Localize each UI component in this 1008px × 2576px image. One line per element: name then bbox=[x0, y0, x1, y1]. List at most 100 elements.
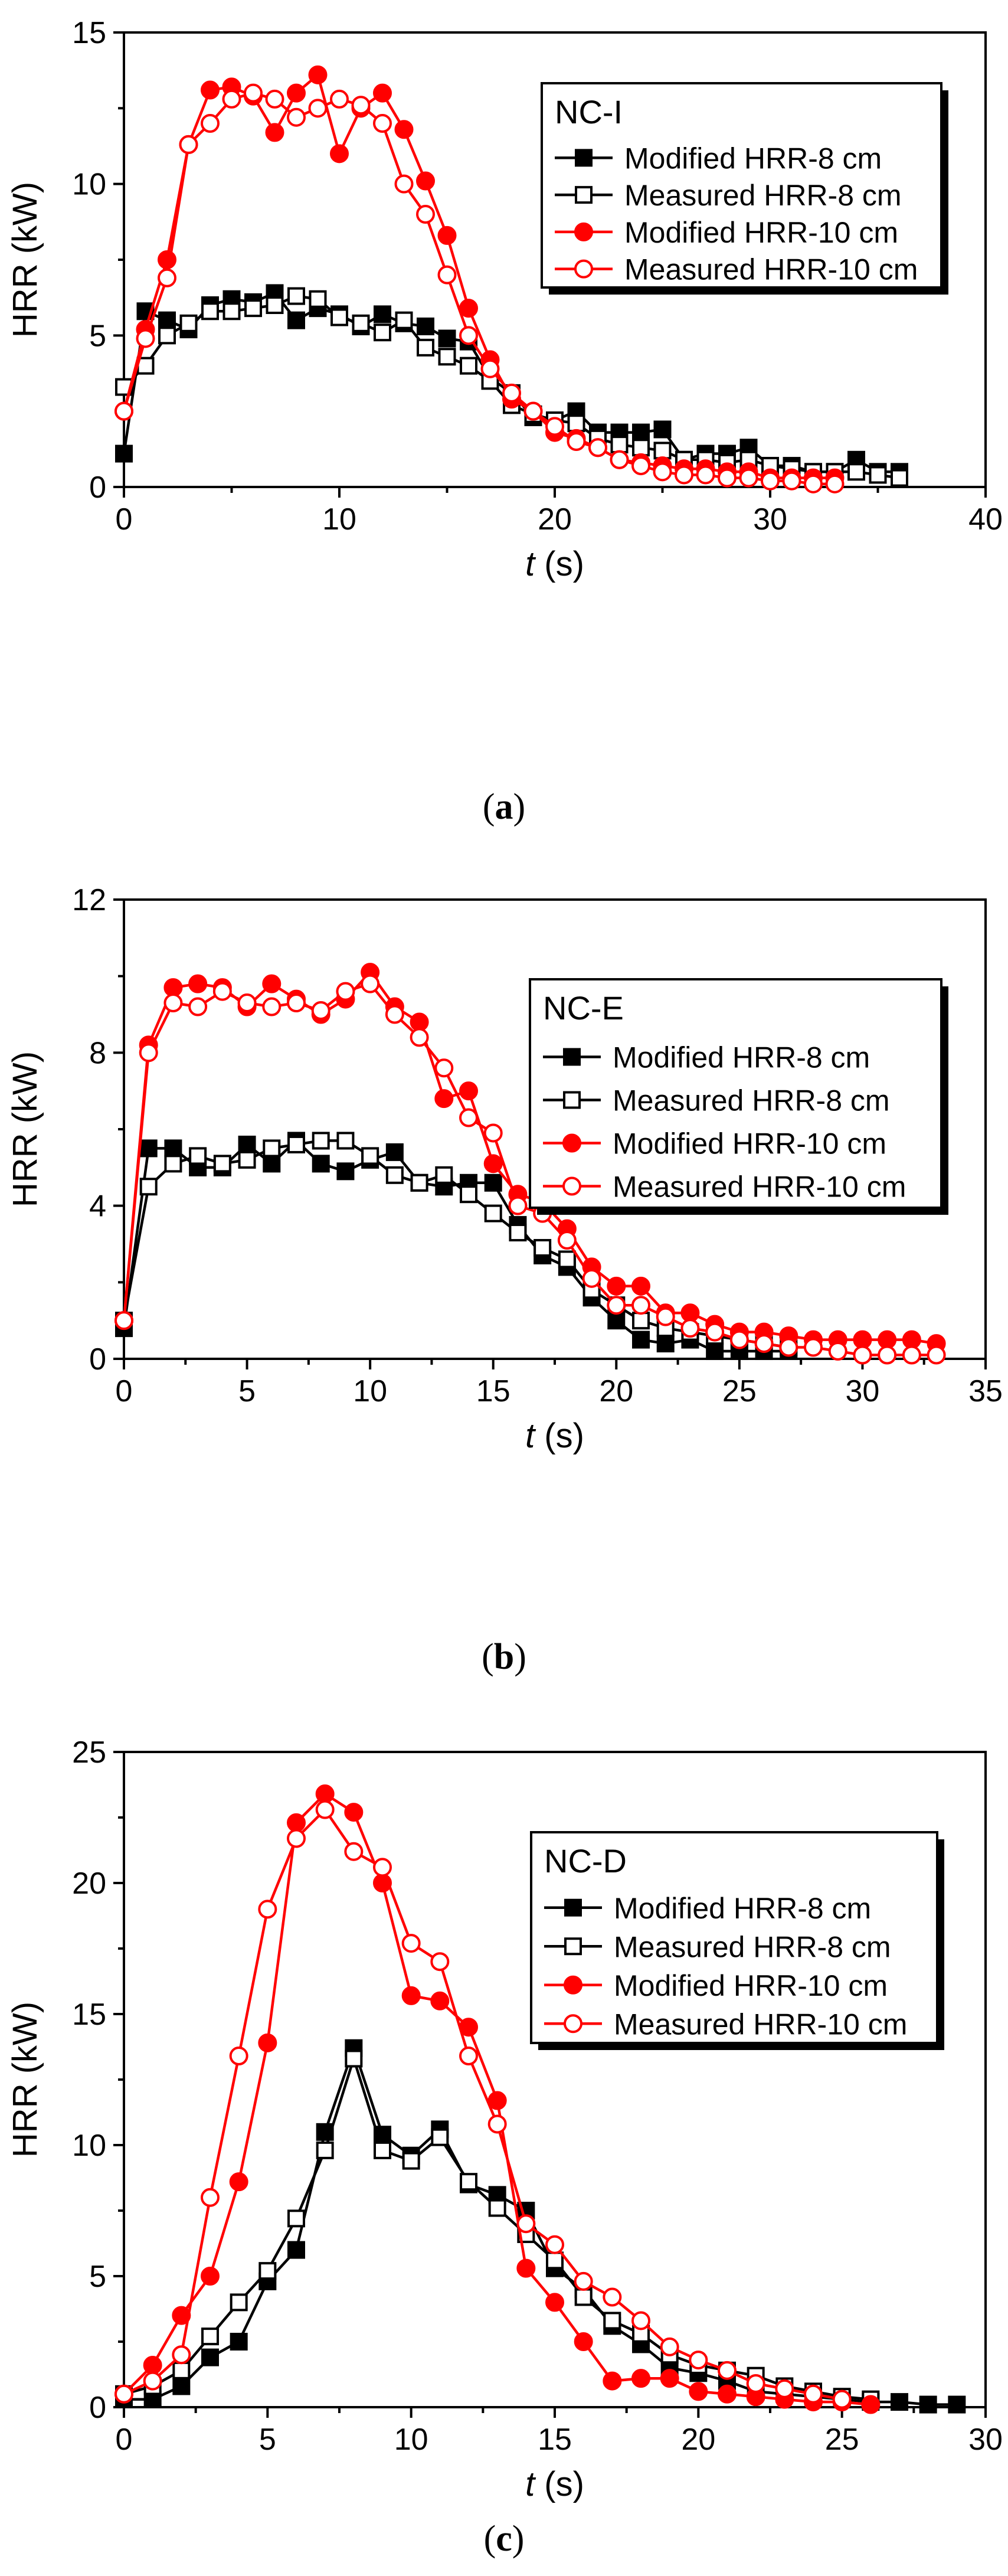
data-point bbox=[136, 329, 155, 348]
y-tick-label: 5 bbox=[89, 2260, 106, 2294]
data-point bbox=[861, 2395, 881, 2414]
y-axis-label: HRR (kW) bbox=[6, 1051, 44, 1207]
data-point bbox=[574, 2288, 593, 2306]
data-point bbox=[352, 314, 370, 332]
data-point bbox=[508, 1196, 528, 1215]
y-tick-label: 8 bbox=[89, 1036, 106, 1070]
data-point bbox=[804, 2384, 823, 2404]
data-point bbox=[483, 1123, 503, 1143]
series-4 bbox=[114, 1800, 852, 2409]
x-tick-label: 20 bbox=[538, 502, 572, 537]
data-point bbox=[430, 1991, 450, 2011]
data-point bbox=[179, 135, 198, 154]
series-line bbox=[124, 2044, 957, 2406]
data-point bbox=[336, 982, 355, 1001]
x-tick-label: 20 bbox=[681, 2423, 715, 2457]
data-point bbox=[385, 1166, 404, 1184]
legend-box bbox=[541, 82, 942, 289]
data-point bbox=[459, 326, 478, 345]
data-point bbox=[689, 2351, 708, 2370]
data-point bbox=[603, 2371, 622, 2391]
data-point bbox=[927, 1345, 946, 1365]
data-point bbox=[631, 2311, 650, 2330]
legend-entry: Modified HRR-10 cm bbox=[543, 1127, 886, 1160]
data-point bbox=[164, 1139, 182, 1158]
legend-entry: Modified HRR-8 cm bbox=[544, 1892, 871, 1925]
data-point bbox=[588, 438, 607, 457]
data-point bbox=[315, 1784, 335, 1804]
data-point bbox=[402, 2152, 420, 2170]
data-point bbox=[878, 1345, 897, 1365]
data-point bbox=[189, 1147, 207, 1165]
data-point bbox=[487, 2091, 507, 2110]
x-axis-label: t (s) bbox=[525, 545, 584, 583]
data-point bbox=[229, 2172, 248, 2192]
data-point bbox=[653, 442, 672, 460]
y-tick-label: 25 bbox=[72, 1735, 106, 1770]
x-tick-label: 30 bbox=[846, 1374, 880, 1408]
x-tick-label: 10 bbox=[394, 2423, 428, 2457]
legend-entry: Measured HRR-8 cm bbox=[543, 1084, 890, 1117]
data-point bbox=[308, 99, 328, 118]
data-point bbox=[488, 2199, 506, 2217]
data-point bbox=[230, 2333, 248, 2351]
data-point bbox=[287, 311, 305, 329]
data-point bbox=[545, 2235, 564, 2254]
data-point bbox=[431, 2128, 449, 2146]
data-point bbox=[564, 1898, 582, 1917]
y-tick-label: 0 bbox=[89, 470, 106, 505]
data-point bbox=[660, 2337, 679, 2356]
data-point bbox=[315, 1800, 335, 1819]
data-point bbox=[563, 1048, 581, 1066]
data-point bbox=[309, 290, 327, 308]
data-point bbox=[344, 1842, 364, 1861]
legend-entry: Modified HRR-8 cm bbox=[543, 1041, 870, 1074]
data-point bbox=[201, 2188, 220, 2207]
data-point bbox=[287, 83, 306, 103]
legend-label: Modified HRR-10 cm bbox=[614, 1969, 888, 2002]
data-point bbox=[680, 1319, 700, 1338]
data-point bbox=[263, 1155, 281, 1173]
data-point bbox=[438, 329, 456, 348]
data-point bbox=[631, 1276, 650, 1296]
data-point bbox=[775, 2379, 794, 2398]
data-point bbox=[632, 2325, 650, 2343]
y-tick-label: 4 bbox=[89, 1189, 106, 1224]
data-point bbox=[574, 259, 593, 279]
data-point bbox=[345, 2049, 363, 2068]
data-point bbox=[244, 83, 263, 103]
data-point bbox=[238, 1135, 256, 1153]
data-point bbox=[287, 2209, 305, 2228]
data-point bbox=[718, 2361, 737, 2380]
data-point bbox=[919, 2395, 937, 2414]
data-point bbox=[361, 1147, 379, 1165]
data-point bbox=[437, 265, 457, 285]
legend-label: Measured HRR-8 cm bbox=[624, 179, 902, 212]
data-point bbox=[172, 2361, 191, 2379]
legend-label: Measured HRR-8 cm bbox=[614, 1930, 891, 1963]
legend-label: Measured HRR-10 cm bbox=[624, 253, 918, 286]
x-tick-label: 5 bbox=[259, 2423, 276, 2457]
data-point bbox=[394, 120, 414, 139]
data-point bbox=[258, 2262, 277, 2280]
y-axis-label: HRR (kW) bbox=[6, 2002, 44, 2157]
x-tick-label: 30 bbox=[968, 2423, 1003, 2457]
data-point bbox=[689, 2382, 708, 2401]
data-point bbox=[344, 1803, 364, 1822]
y-tick-label: 0 bbox=[89, 1342, 106, 1377]
data-point bbox=[632, 1331, 650, 1349]
data-point bbox=[258, 1900, 277, 1919]
data-point bbox=[706, 1342, 724, 1361]
data-point bbox=[394, 174, 414, 194]
data-point bbox=[114, 1311, 133, 1331]
legend-label: Measured HRR-10 cm bbox=[613, 1171, 906, 1204]
data-point bbox=[336, 1132, 355, 1150]
data-point bbox=[374, 305, 391, 323]
data-point bbox=[373, 83, 392, 103]
x-tick-label: 15 bbox=[538, 2423, 572, 2457]
data-point bbox=[316, 2141, 334, 2159]
data-point bbox=[287, 287, 305, 305]
data-point bbox=[575, 149, 593, 167]
data-point bbox=[516, 2214, 536, 2234]
data-point bbox=[172, 2377, 191, 2395]
